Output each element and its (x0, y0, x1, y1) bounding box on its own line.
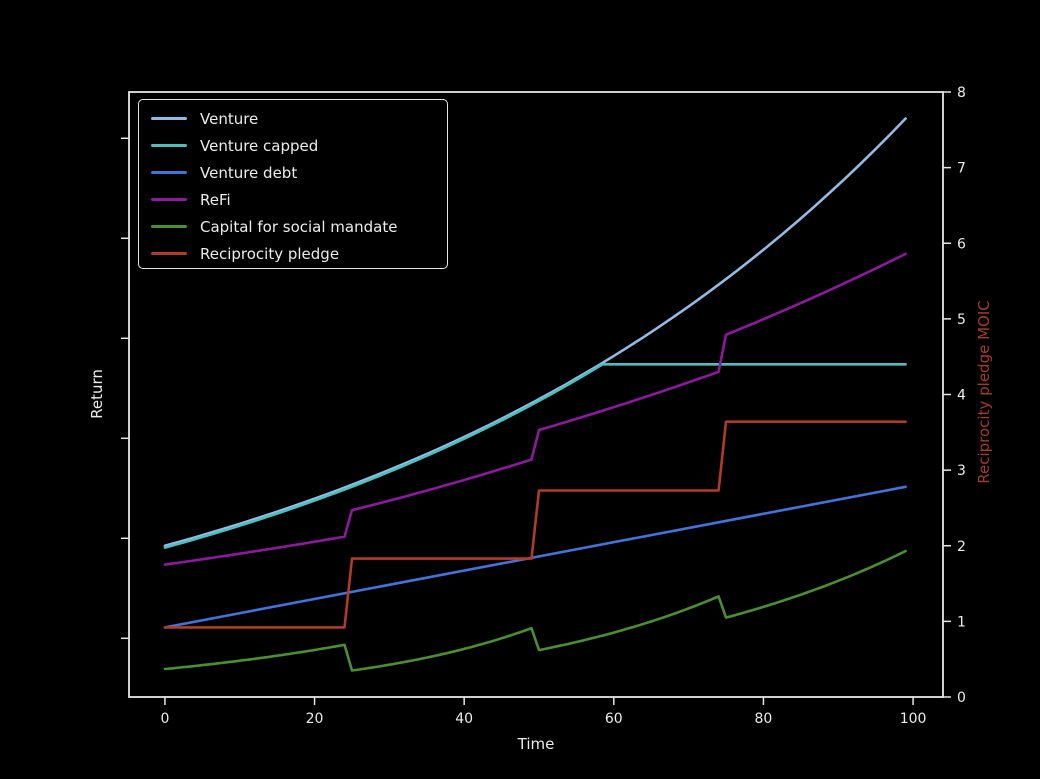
y-right-tick-label: 7 (957, 161, 966, 177)
y-right-tick-label: 6 (957, 236, 966, 252)
series-line-venture-capped (163, 362, 907, 549)
legend-line-swatch (151, 198, 187, 201)
legend-line-swatch (151, 171, 187, 174)
legend-item: Venture capped (151, 132, 447, 159)
legend-item: Reciprocity pledge (151, 240, 447, 267)
y-right-tick-label: 8 (957, 85, 966, 101)
legend-item-label: Capital for social mandate (200, 217, 398, 236)
x-tick-label: 100 (900, 711, 927, 727)
legend-item-label: ReFi (200, 190, 231, 209)
y-right-tick-label: 0 (957, 690, 966, 706)
y-right-tick-label: 3 (957, 463, 966, 479)
legend-item: Venture debt (151, 159, 447, 186)
series-line-reciprocity-pledge (163, 420, 907, 629)
legend-item: ReFi (151, 186, 447, 213)
x-tick-label: 60 (605, 711, 623, 727)
x-tick-label: 40 (455, 711, 473, 727)
series-line-venture (163, 117, 907, 548)
legend-line-swatch (151, 252, 187, 255)
legend-item: Capital for social mandate (151, 213, 447, 240)
y-right-tick-label: 2 (957, 539, 966, 555)
x-tick-label: 0 (160, 711, 169, 727)
legend-line-swatch (151, 117, 187, 120)
x-tick-label: 80 (755, 711, 773, 727)
legend: Venture Venture capped Venture debt ReFi… (138, 99, 448, 269)
legend-item-label: Venture capped (200, 136, 319, 155)
legend-line-swatch (151, 144, 187, 147)
y-right-tick-label: 1 (957, 614, 966, 630)
legend-line-swatch (151, 225, 187, 228)
series-line-capital-for-social-mandate (163, 549, 907, 672)
x-tick-label: 20 (306, 711, 324, 727)
legend-item-label: Reciprocity pledge (200, 244, 340, 263)
y-axis-label-left: Return (88, 369, 106, 419)
y-right-tick-label: 5 (957, 312, 966, 328)
series-line-venture-debt (163, 485, 907, 629)
x-axis-label: Time (517, 735, 555, 753)
legend-item-label: Venture (200, 109, 259, 128)
y-right-tick-label: 4 (957, 388, 966, 404)
y-axis-label-right: Reciprocity pledge MOIC (975, 300, 993, 484)
series-line-refi (163, 252, 907, 567)
legend-item-label: Venture debt (200, 163, 298, 182)
legend-item: Venture (151, 105, 447, 132)
